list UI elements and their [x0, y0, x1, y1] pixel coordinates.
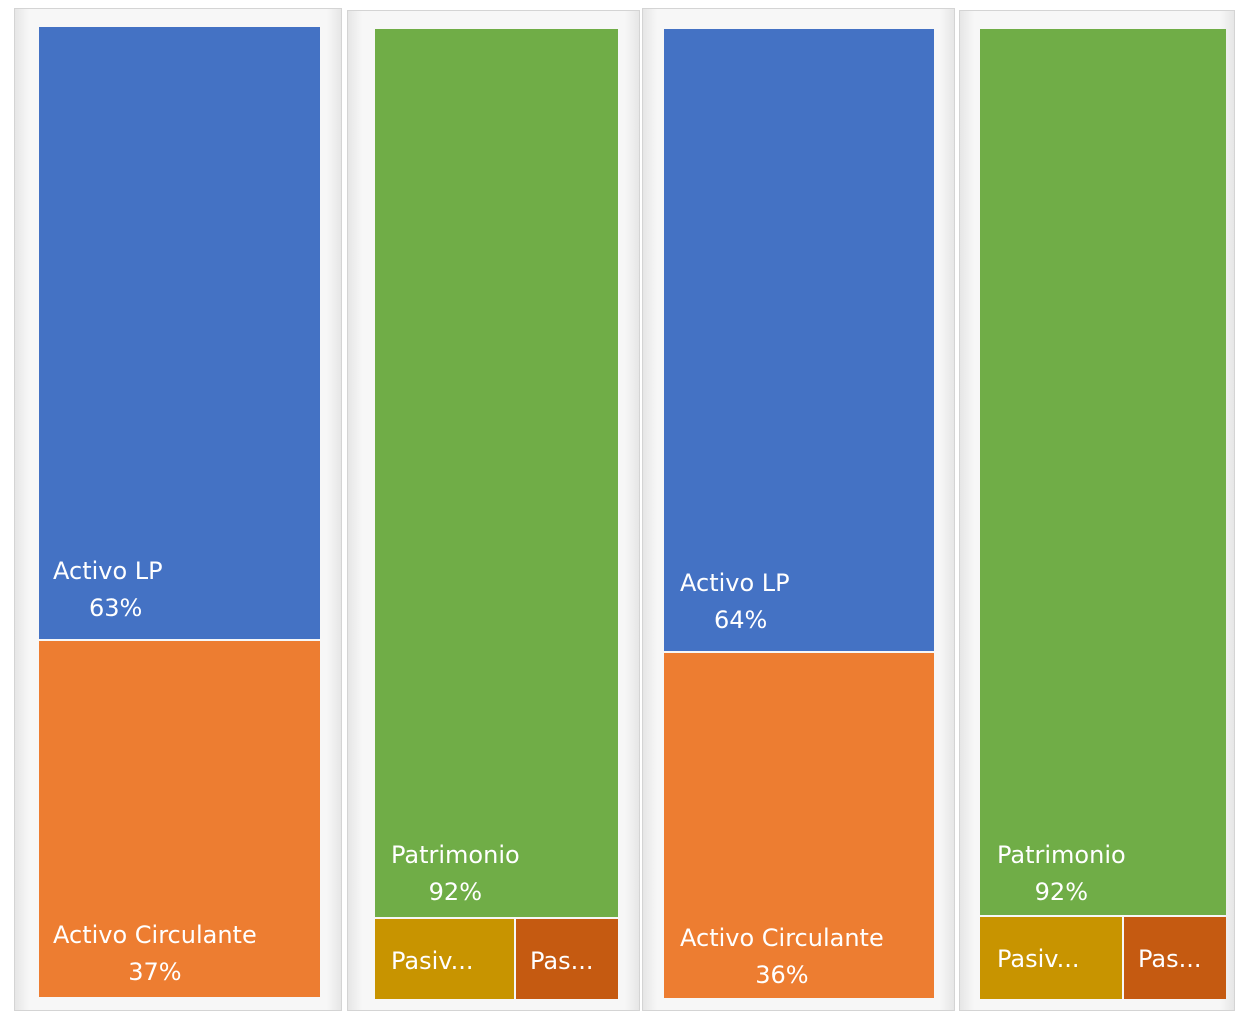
tile-label-activo-circulante: Activo Circulante 36% [680, 920, 884, 994]
tile-name: Pas... [530, 947, 594, 975]
tile-percent: 92% [1034, 877, 1088, 906]
tile-percent: 37% [128, 957, 182, 986]
tile-label-activo-lp: Activo LP 63% [53, 553, 163, 627]
tile-name: Pas... [1138, 945, 1202, 973]
tile-patrimonio[interactable]: Patrimonio 92% [980, 29, 1226, 915]
tile-label-patrimonio: Patrimonio 92% [997, 837, 1126, 911]
tile-name: Pasiv... [997, 945, 1080, 973]
tile-percent: 63% [89, 593, 143, 622]
tile-label-patrimonio: Patrimonio 92% [391, 837, 520, 911]
tile-label-activo-circulante: Activo Circulante 37% [53, 917, 257, 991]
tile-pasivo-2[interactable]: Pas... [516, 919, 618, 999]
tile-activo-lp[interactable]: Activo LP 63% [39, 27, 320, 639]
tile-name: Activo LP [680, 568, 790, 597]
tile-name: Activo Circulante [680, 923, 884, 952]
tile-pasivo-1[interactable]: Pasiv... [375, 919, 514, 999]
tile-label-pasivo-2: Pas... [530, 943, 594, 980]
tile-name: Patrimonio [997, 840, 1126, 869]
tile-activo-circulante[interactable]: Activo Circulante 37% [39, 641, 320, 997]
tile-activo-lp[interactable]: Activo LP 64% [664, 29, 934, 651]
treemap-panel-liabilities-2: Patrimonio 92% Pasiv... Pas... [959, 10, 1235, 1011]
tile-patrimonio[interactable]: Patrimonio 92% [375, 29, 618, 917]
tile-name: Activo Circulante [53, 920, 257, 949]
tile-pasivo-2[interactable]: Pas... [1124, 917, 1226, 999]
tile-name: Patrimonio [391, 840, 520, 869]
tile-pasivo-1[interactable]: Pasiv... [980, 917, 1122, 999]
treemap-panel-assets-1: Activo LP 63% Activo Circulante 37% [14, 8, 342, 1011]
tile-name: Pasiv... [391, 947, 474, 975]
tile-label-pasivo-2: Pas... [1138, 941, 1202, 978]
treemap-panel-assets-2: Activo LP 64% Activo Circulante 36% [642, 8, 955, 1011]
tile-label-pasivo-1: Pasiv... [997, 941, 1080, 978]
tile-name: Activo LP [53, 556, 163, 585]
tile-label-activo-lp: Activo LP 64% [680, 565, 790, 639]
tile-percent: 92% [428, 877, 482, 906]
treemap-panel-liabilities-1: Patrimonio 92% Pasiv... Pas... [347, 10, 640, 1011]
tile-percent: 36% [755, 960, 809, 989]
tile-label-pasivo-1: Pasiv... [391, 943, 474, 980]
tile-activo-circulante[interactable]: Activo Circulante 36% [664, 653, 934, 998]
tile-percent: 64% [714, 605, 768, 634]
